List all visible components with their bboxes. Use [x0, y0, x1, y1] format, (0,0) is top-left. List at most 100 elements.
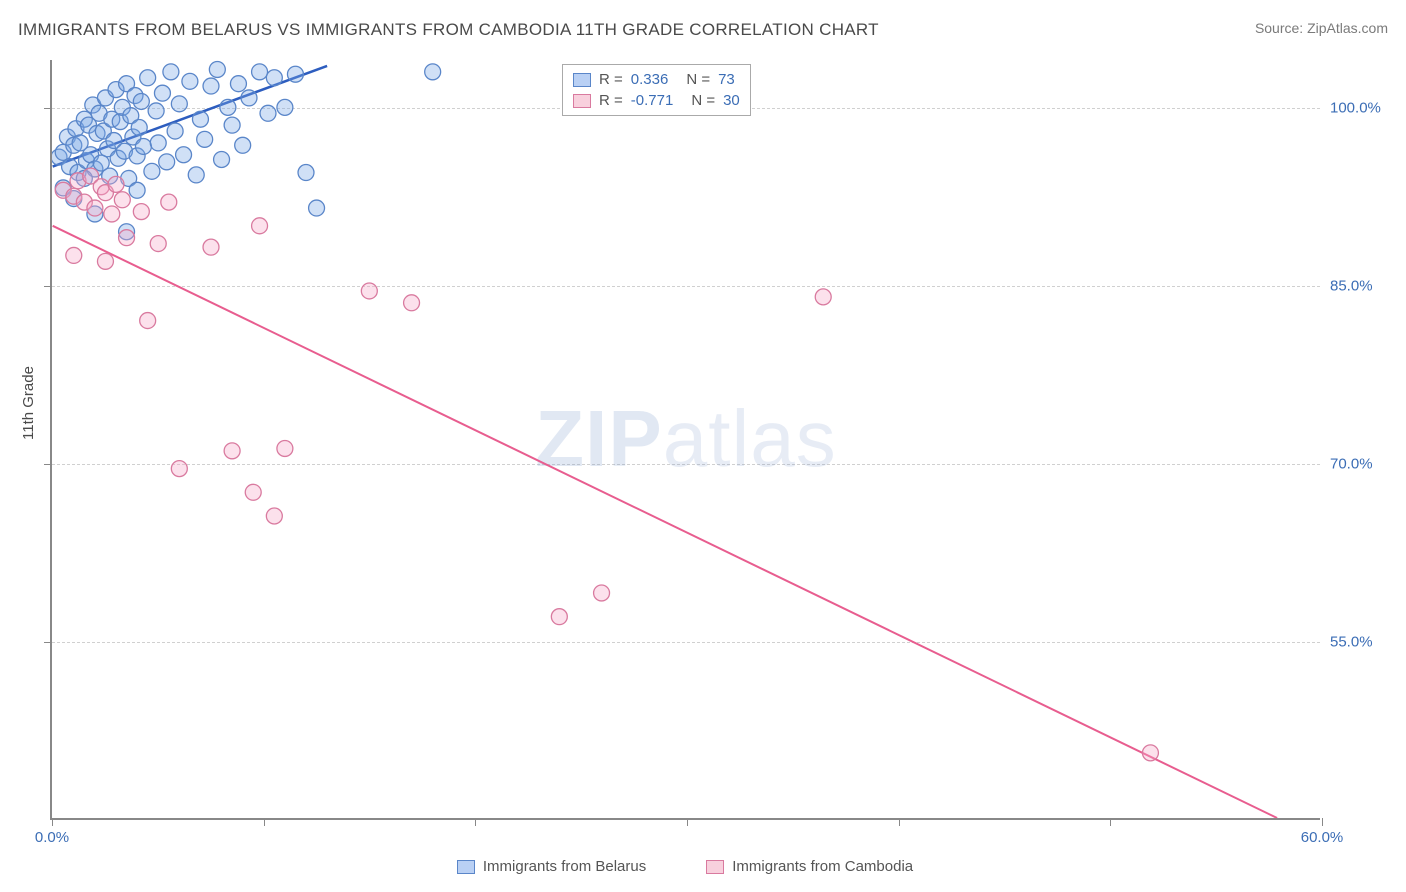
y-tick [44, 108, 52, 109]
data-point [214, 152, 230, 168]
data-point [171, 461, 187, 477]
n-blue-value: 73 [718, 71, 735, 88]
data-point [224, 117, 240, 133]
swatch-blue-icon [457, 860, 475, 874]
data-point [150, 236, 166, 252]
data-point [66, 247, 82, 263]
x-tick [264, 818, 265, 826]
legend-pink-label: Immigrants from Cambodia [732, 858, 913, 875]
r-pink-value: -0.771 [631, 92, 674, 109]
data-point [266, 508, 282, 524]
data-point [161, 194, 177, 210]
legend-item-blue: Immigrants from Belarus [457, 858, 646, 875]
data-point [1142, 745, 1158, 761]
y-axis-title: 11th Grade [20, 366, 37, 440]
data-point [140, 313, 156, 329]
data-point [404, 295, 420, 311]
legend-stats: R = 0.336 N = 73 R = -0.771 N = 30 [562, 64, 751, 116]
y-tick-label: 70.0% [1330, 455, 1390, 472]
y-tick [44, 642, 52, 643]
r-label: R = [599, 92, 623, 109]
chart-container: IMMIGRANTS FROM BELARUS VS IMMIGRANTS FR… [0, 0, 1406, 892]
data-point [224, 443, 240, 459]
y-tick-label: 100.0% [1330, 99, 1390, 116]
data-point [148, 103, 164, 119]
legend-stats-row-pink: R = -0.771 N = 30 [573, 90, 740, 111]
y-tick-label: 85.0% [1330, 277, 1390, 294]
trend-line [53, 226, 1277, 818]
x-tick [1322, 818, 1323, 826]
data-point [192, 111, 208, 127]
x-tick-label: 0.0% [35, 829, 69, 846]
data-point [131, 120, 147, 136]
data-point [163, 64, 179, 80]
swatch-blue-icon [573, 73, 591, 87]
data-point [171, 96, 187, 112]
data-point [209, 61, 225, 77]
data-point [266, 70, 282, 86]
data-point [309, 200, 325, 216]
data-point [159, 154, 175, 170]
data-point [298, 165, 314, 181]
data-point [144, 163, 160, 179]
y-tick [44, 464, 52, 465]
data-point [203, 239, 219, 255]
x-tick-label: 60.0% [1301, 829, 1344, 846]
y-tick [44, 286, 52, 287]
data-point [551, 609, 567, 625]
data-point [252, 64, 268, 80]
data-point [150, 135, 166, 151]
data-point [425, 64, 441, 80]
swatch-pink-icon [706, 860, 724, 874]
data-point [167, 123, 183, 139]
data-point [235, 137, 251, 153]
swatch-pink-icon [573, 94, 591, 108]
chart-title: IMMIGRANTS FROM BELARUS VS IMMIGRANTS FR… [18, 20, 879, 40]
data-point [220, 99, 236, 115]
data-point [203, 78, 219, 94]
legend-bottom: Immigrants from Belarus Immigrants from … [50, 858, 1320, 875]
data-point [182, 73, 198, 89]
x-tick [52, 818, 53, 826]
data-point [230, 76, 246, 92]
data-point [815, 289, 831, 305]
data-point [361, 283, 377, 299]
data-point [140, 70, 156, 86]
data-point [245, 484, 261, 500]
x-tick [687, 818, 688, 826]
data-point [260, 105, 276, 121]
data-point [133, 204, 149, 220]
data-point [129, 182, 145, 198]
n-label: N = [691, 92, 715, 109]
data-point [114, 192, 130, 208]
r-blue-value: 0.336 [631, 71, 669, 88]
chart-svg [52, 60, 1320, 818]
data-point [135, 138, 151, 154]
source-label: Source: ZipAtlas.com [1255, 20, 1388, 36]
data-point [176, 147, 192, 163]
plot-area: ZIPatlas R = 0.336 N = 73 R = -0.771 N =… [50, 60, 1320, 820]
x-tick [899, 818, 900, 826]
data-point [108, 176, 124, 192]
data-point [104, 206, 120, 222]
data-point [188, 167, 204, 183]
legend-item-pink: Immigrants from Cambodia [706, 858, 913, 875]
x-tick [1110, 818, 1111, 826]
legend-blue-label: Immigrants from Belarus [483, 858, 646, 875]
data-point [252, 218, 268, 234]
n-label: N = [686, 71, 710, 88]
n-pink-value: 30 [723, 92, 740, 109]
y-tick-label: 55.0% [1330, 633, 1390, 650]
x-tick [475, 818, 476, 826]
r-label: R = [599, 71, 623, 88]
data-point [277, 99, 293, 115]
data-point [119, 230, 135, 246]
legend-stats-row-blue: R = 0.336 N = 73 [573, 69, 740, 90]
data-point [154, 85, 170, 101]
data-point [97, 253, 113, 269]
data-point [197, 131, 213, 147]
data-point [133, 93, 149, 109]
data-point [87, 200, 103, 216]
data-point [277, 440, 293, 456]
data-point [594, 585, 610, 601]
